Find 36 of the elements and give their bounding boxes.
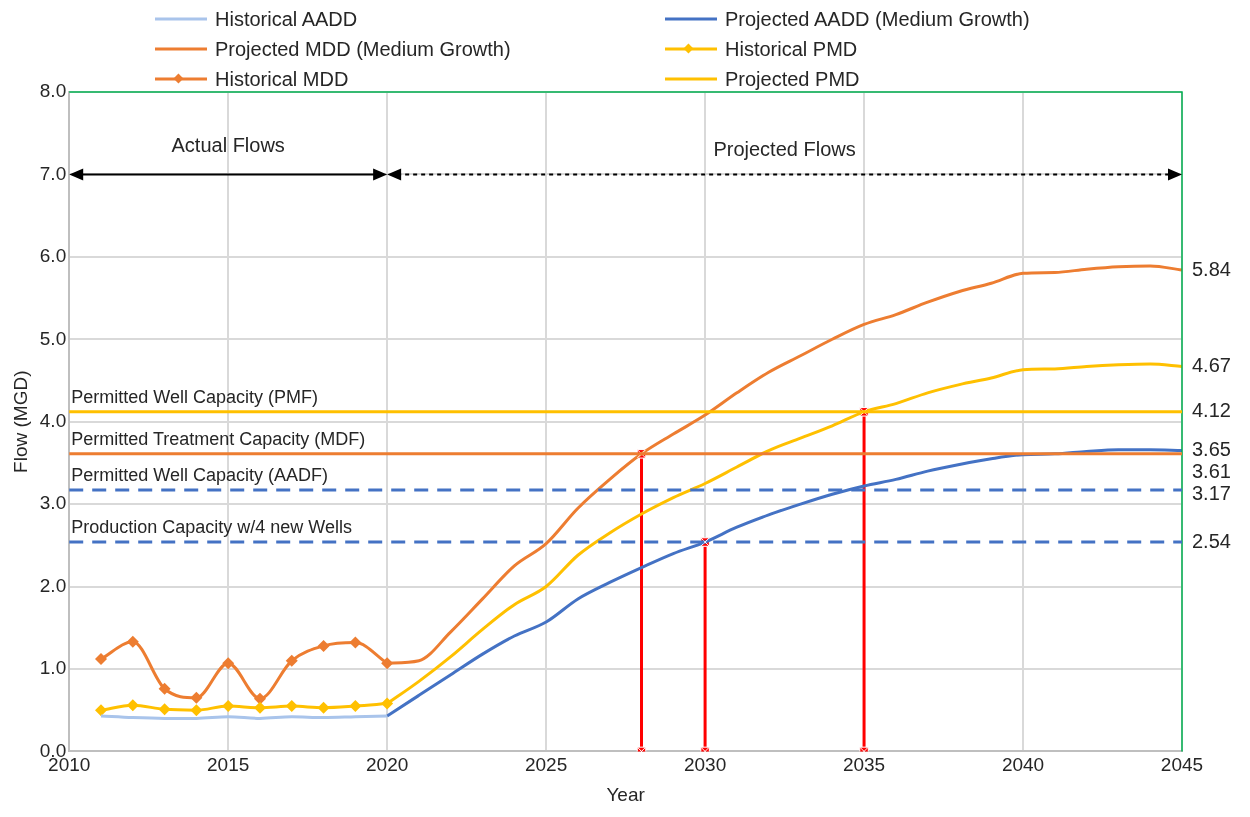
legend-label: Projected PMD: [725, 67, 860, 91]
y-tick-label: 7.0: [39, 162, 67, 184]
legend-label: Historical PMD: [725, 37, 858, 61]
ref-line-label: Permitted Treatment Capacity (MDF): [71, 428, 366, 449]
y-tick-label: 5.0: [39, 327, 67, 349]
annotation: Projected Flows: [713, 137, 856, 160]
ref-line-label: Permitted Well Capacity (AADF): [71, 465, 328, 486]
x-tick-label: 2045: [1160, 754, 1204, 776]
data-label: 5.84: [1192, 257, 1231, 280]
text: 4.12: [1192, 399, 1231, 422]
legend-label: Projected MDD (Medium Growth): [215, 37, 511, 61]
x-tick-label: 2025: [524, 754, 568, 776]
y-axis-title: Flow (MGD): [9, 370, 31, 473]
x-tick-label: 2030: [683, 754, 727, 776]
data-label: 4.67: [1192, 353, 1231, 376]
y-tick-label: 3.0: [39, 492, 67, 514]
legend-label: Historical AADD: [215, 7, 358, 31]
text: 3.17: [1192, 482, 1231, 505]
text: 2.54: [1192, 529, 1231, 552]
y-tick-label: 8.0: [39, 80, 67, 102]
x-axis-title: Year: [606, 783, 646, 805]
x-tick-label: 2040: [1001, 754, 1045, 776]
x-tick-label: 2020: [366, 754, 409, 776]
annotation: Actual Flows: [171, 133, 285, 156]
legend-label: Projected AADD (Medium Growth): [725, 7, 1030, 31]
data-label: 3.65: [1192, 438, 1231, 461]
y-tick-label: 6.0: [39, 245, 67, 267]
ref-line-label: Production Capacity w/4 new Wells: [71, 517, 353, 538]
y-tick-label: 2.0: [39, 574, 67, 596]
legend-label: Historical MDD: [215, 67, 349, 91]
y-tick-label: 4.0: [39, 409, 67, 431]
x-tick-label: 2035: [842, 754, 886, 776]
x-tick-label: 2015: [207, 754, 250, 776]
ref-line-label: Permitted Well Capacity (PMF): [71, 386, 318, 407]
y-tick-label: 1.0: [39, 657, 67, 679]
text: 3.61: [1192, 460, 1231, 483]
